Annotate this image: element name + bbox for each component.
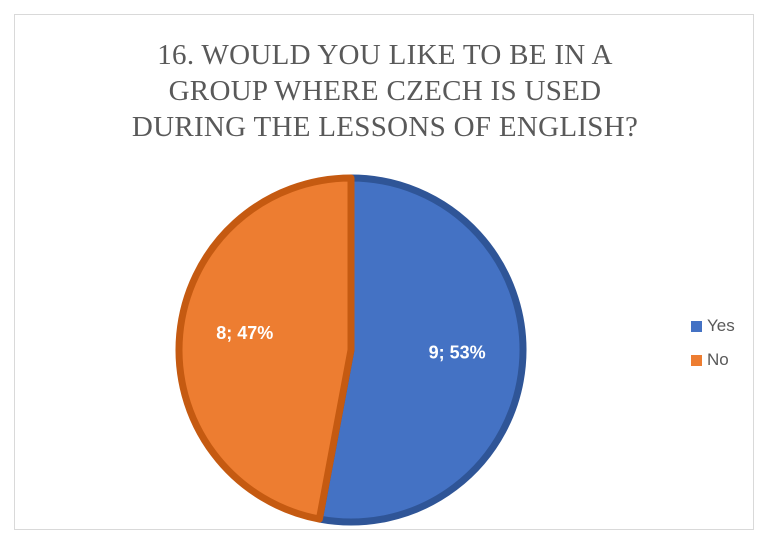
pie-slice-yes [315,174,527,526]
chart-title-line-2: GROUP WHERE CZECH IS USED [168,75,602,107]
pie-slices [175,174,527,526]
legend-label-yes: Yes [707,316,735,335]
chart-title-line-3: DURING THE LESSONS OF ENGLISH? [131,111,639,143]
pie-labels: 9; 53% 8; 47% [216,323,485,363]
data-label-yes: 9; 53% [429,343,486,363]
chart-area: 16. WOULD YOU LIKE TO BE IN A GROUP WHER… [14,14,754,530]
legend-swatch-yes [691,320,702,332]
legend-item-yes: Yes [691,315,735,337]
legend-item-no: No [691,349,735,371]
data-label-no: 8; 47% [216,323,273,343]
chart-title: 16. WOULD YOU LIKE TO BE IN A GROUP WHER… [15,37,755,145]
legend-label-no: No [707,350,729,369]
legend: Yes No [691,315,735,383]
legend-swatch-no [691,354,702,366]
pie-chart: 9; 53% 8; 47% [175,174,527,526]
chart-title-line-1: 16. WOULD YOU LIKE TO BE IN A [157,39,613,71]
pie-slice-no [175,174,355,523]
